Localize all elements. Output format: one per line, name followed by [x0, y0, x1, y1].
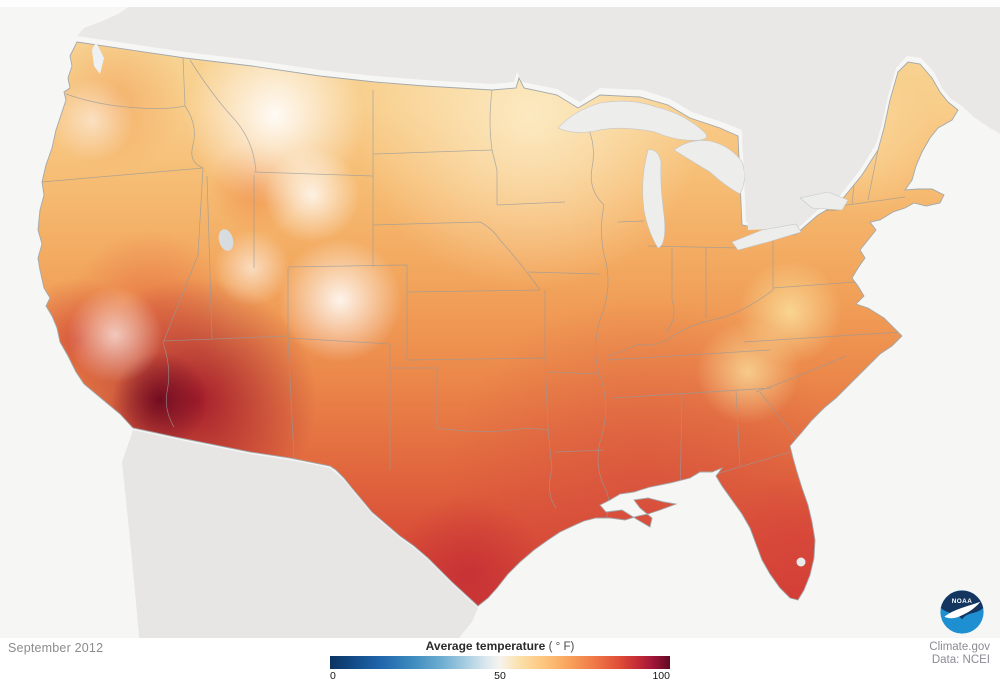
noaa-logo-text: NOAA [952, 598, 972, 605]
legend-tick-max: 100 [652, 670, 670, 682]
legend-unit: ( ° F) [548, 641, 575, 653]
legend-title: Average temperature ( ° F) [330, 639, 670, 654]
date-label: September 2012 [8, 641, 104, 655]
great-salt-lake [218, 229, 234, 251]
noaa-logo: NOAA [940, 590, 984, 634]
legend-tick-mid: 50 [494, 670, 506, 682]
credits: Climate.gov Data: NCEI [929, 641, 990, 667]
legend-ticks: 0 50 100 [330, 670, 670, 682]
legend-colorbar [330, 656, 670, 669]
legend-title-text: Average temperature [425, 639, 546, 653]
credit-site: Climate.gov [929, 641, 990, 653]
lake-ontario [799, 191, 849, 211]
credit-source: Data: NCEI [931, 654, 990, 666]
mexico-landmass [122, 430, 478, 646]
state-borders [41, 57, 906, 519]
canada-landmass [77, 6, 1000, 230]
lake-huron [673, 140, 745, 195]
lake-okeechobee [796, 557, 806, 567]
noaa-logo-gull [944, 601, 981, 619]
ontario-canada-wedge [742, 138, 795, 230]
puget-sound [92, 42, 104, 74]
temperature-legend: Average temperature ( ° F) 0 50 100 [330, 639, 670, 682]
top-margin [0, 0, 1000, 7]
great-lakes [557, 100, 849, 251]
footer: September 2012 Average temperature ( ° F… [0, 638, 1000, 690]
legend-tick-min: 0 [330, 670, 336, 682]
lake-erie [731, 223, 802, 251]
lake-superior [557, 100, 707, 141]
lake-michigan [642, 149, 666, 249]
noaa-logo-shell [940, 590, 984, 620]
